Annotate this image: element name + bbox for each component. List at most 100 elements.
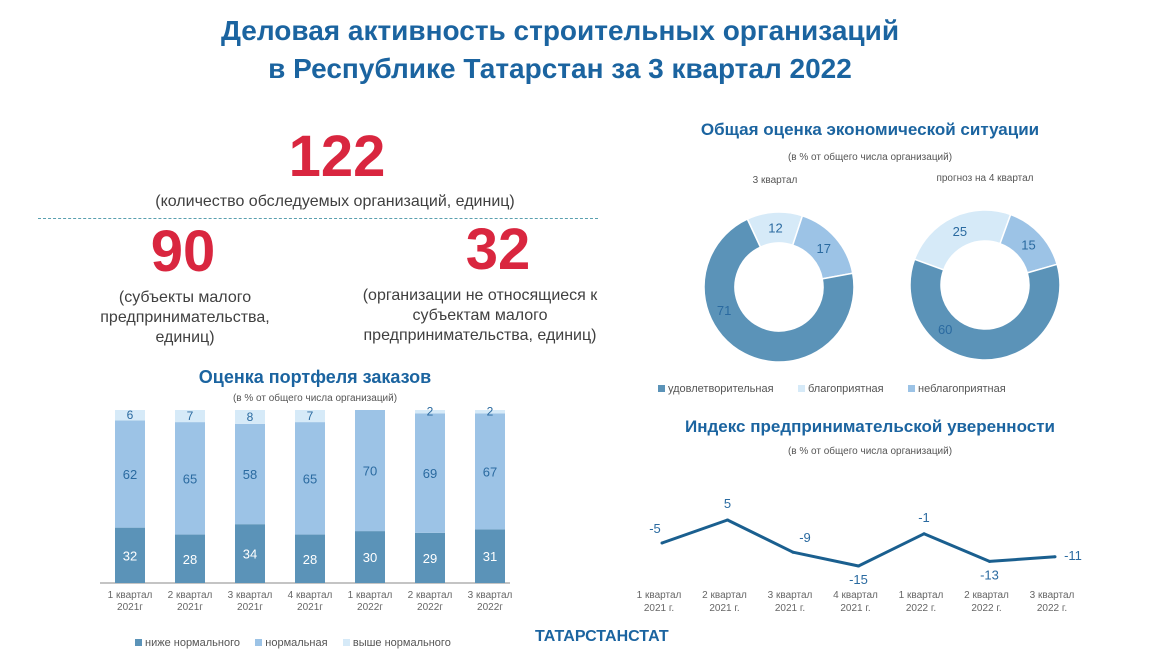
x-tick-label: 1 квартал (899, 590, 944, 601)
page-title-line1: Деловая активность строительных организа… (220, 15, 900, 46)
bar-segment (235, 410, 265, 424)
x-tick-label: 2022г (477, 602, 503, 613)
legend-label: ниже нормального (145, 637, 240, 649)
bar-data-label: 67 (483, 464, 497, 479)
line-data-label: -13 (980, 567, 999, 582)
bar-segment (475, 413, 505, 530)
bar-segment (475, 410, 505, 414)
data-point (726, 518, 729, 522)
page-title-line2: в Республике Татарстан за 3 квартал 2022 (268, 53, 852, 84)
x-tick-label: 2022 г. (1037, 603, 1067, 614)
x-tick-label: 2022 г. (906, 603, 936, 614)
bar-segment (115, 420, 145, 528)
bar-data-label: 69 (423, 466, 437, 481)
bar-data-label: 29 (423, 551, 437, 566)
bar-segment (355, 531, 385, 583)
divider (38, 218, 598, 219)
x-tick-label: 2 квартал (168, 590, 213, 601)
line-data-label: -9 (799, 530, 811, 545)
bar-data-label: 32 (123, 548, 137, 563)
bar-data-label: 28 (303, 552, 317, 567)
economy-chart-subtitle: (в % от общего числа организаций) (787, 152, 953, 163)
line-data-label: -11 (1064, 548, 1082, 563)
other-count: 32 (465, 217, 531, 282)
small-business-count: 90 (150, 219, 216, 284)
data-point (857, 564, 860, 568)
bar-segment (235, 423, 265, 525)
line-data-label: 5 (724, 496, 731, 511)
economy-legend: удовлетворительная благоприятная неблаго… (658, 383, 1006, 395)
x-tick-label: 3 квартал (768, 590, 813, 601)
bar-data-label: 7 (187, 409, 194, 423)
data-point (1053, 555, 1057, 559)
data-point (660, 541, 664, 545)
data-point (791, 550, 795, 554)
x-tick-label: 2021 г. (775, 603, 805, 614)
orders-legend: ниже нормального нормальная выше нормаль… (135, 637, 451, 649)
donut-data-label: 71 (717, 303, 731, 318)
donut-slice (703, 218, 855, 363)
legend-label: благоприятная (808, 383, 884, 395)
bar-segment (355, 410, 385, 532)
bar-data-label: 28 (183, 552, 197, 567)
line-data-label: -5 (649, 521, 661, 536)
x-tick-label: 2 квартал (408, 590, 453, 601)
other-caption: (организации не относящиеся к субъектам … (362, 287, 598, 344)
bar-segment (115, 410, 145, 421)
economy-donut-charts: 12 17 71 25 15 60 (703, 209, 1061, 363)
donut-data-label: 25 (953, 224, 967, 239)
bar-data-label: 34 (243, 547, 257, 562)
x-tick-label: 3 квартал (1030, 590, 1075, 601)
bar-segment (295, 422, 325, 535)
bar-data-label: 31 (483, 549, 497, 564)
bar-segment (415, 410, 445, 414)
confidence-line-chart: -5 1 квартал 2021 г. 5 2 квартал 2021 г. -9 3 к… (637, 496, 1082, 614)
donut-data-label: 17 (817, 241, 831, 256)
x-tick-label: 4 квартал (833, 590, 878, 601)
bar-segment (415, 413, 445, 533)
legend-item: благоприятная (798, 383, 884, 395)
legend-label: выше нормального (352, 637, 451, 649)
bar-segment (295, 534, 325, 583)
x-tick-label: 3 квартал (468, 590, 513, 601)
bar-data-label: 2 (487, 405, 494, 419)
donut-slice (909, 258, 1061, 361)
x-tick-label: 2 квартал (702, 590, 747, 601)
line-data-label: -1 (918, 510, 930, 525)
bar-segment (295, 410, 325, 423)
x-tick-label: 2 квартал (964, 590, 1009, 601)
orders-chart-title: Оценка портфеля заказов (198, 367, 432, 387)
bar-segment (235, 524, 265, 583)
bar-segment (175, 410, 205, 423)
bar-data-label: 62 (123, 467, 137, 482)
x-tick-label: 2021 г. (709, 603, 739, 614)
bar-data-label: 2 (427, 405, 434, 419)
x-tick-label: 2021 г. (644, 603, 674, 614)
x-tick-label: 4 квартал (288, 590, 333, 601)
x-tick-label: 1 квартал (108, 590, 153, 601)
bar-data-label: 30 (363, 550, 377, 565)
confidence-line (661, 518, 1056, 568)
x-tick-label: 2022г (417, 602, 443, 613)
economy-chart-title: Общая оценка экономической ситуации (700, 120, 1040, 139)
x-tick-label: 3 квартал (228, 590, 273, 601)
donut-data-label: 60 (938, 322, 952, 337)
donut-data-label: 12 (768, 221, 782, 236)
donut-data-label: 15 (1021, 237, 1035, 252)
x-tick-label: 2021г (177, 602, 203, 613)
x-tick-label: 2021г (297, 602, 323, 613)
bar-data-label: 65 (183, 471, 197, 486)
bar-segment (175, 534, 205, 583)
orders-chart-subtitle: (в % от общего числа организаций) (232, 393, 398, 404)
legend-item: нормальная (255, 637, 328, 649)
x-tick-label: 2021г (117, 602, 143, 613)
small-business-caption: (субъекты малого предпринимательства, ед… (100, 289, 270, 346)
x-tick-label: 2022г (357, 602, 383, 613)
confidence-chart-title: Индекс предпринимательской уверенности (685, 417, 1055, 436)
x-tick-label: 2022 г. (971, 603, 1001, 614)
line-data-label: -15 (849, 572, 868, 587)
bar-data-label: 6 (127, 408, 134, 422)
total-count: 122 (288, 124, 386, 189)
x-tick-label: 2021г (237, 602, 263, 613)
